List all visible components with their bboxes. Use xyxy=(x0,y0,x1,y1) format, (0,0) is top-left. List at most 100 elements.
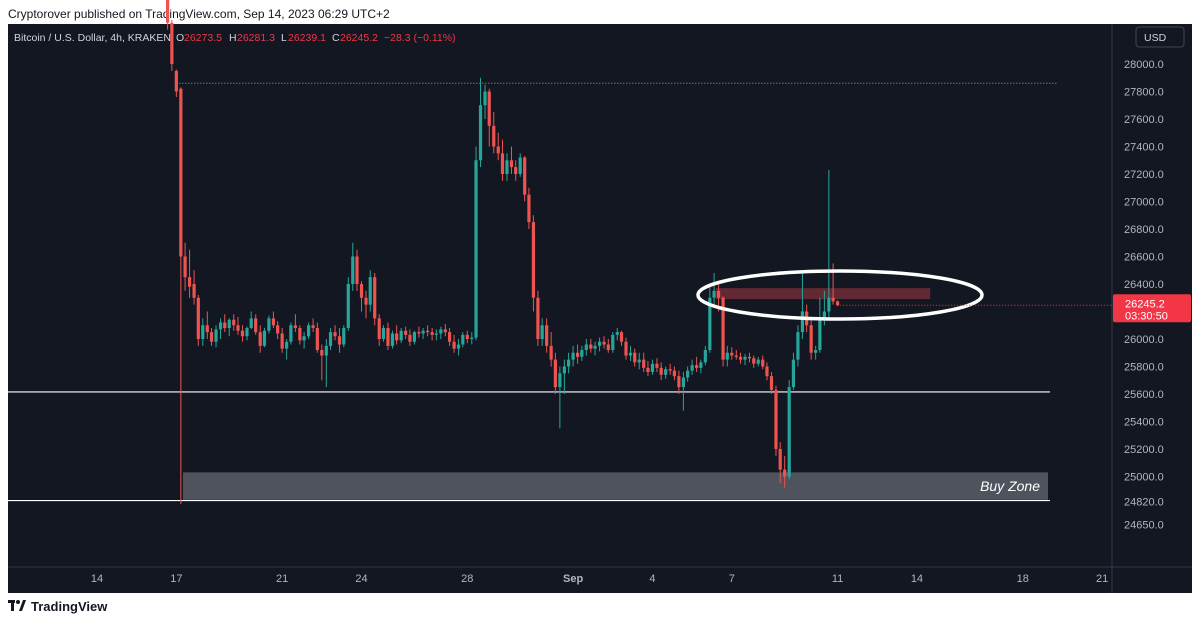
candle-body xyxy=(227,319,231,328)
candle-body xyxy=(214,329,218,342)
candle-body xyxy=(597,341,602,346)
chart-background xyxy=(8,24,1192,593)
candle-body xyxy=(417,332,421,334)
candle-body xyxy=(646,367,650,372)
y-tick-label: 25600.0 xyxy=(1124,389,1164,401)
candle-body xyxy=(818,318,822,350)
candle-body xyxy=(580,350,584,357)
candle-body xyxy=(179,88,183,257)
candle-body xyxy=(311,325,315,328)
candle-body xyxy=(747,356,752,359)
buy-zone xyxy=(182,472,1048,500)
y-tick-label: 27000.0 xyxy=(1124,197,1164,209)
x-tick-label: 11 xyxy=(832,573,843,585)
candle-body xyxy=(518,157,522,174)
candle-body xyxy=(752,358,756,364)
candle-body xyxy=(761,359,765,367)
candle-body xyxy=(447,332,452,342)
x-tick-label: 14 xyxy=(91,573,103,585)
y-tick-label: 25800.0 xyxy=(1124,362,1164,374)
y-tick-label: 26000.0 xyxy=(1124,334,1164,346)
candle-body xyxy=(236,325,240,331)
candle-body xyxy=(209,332,214,342)
candle-body xyxy=(395,333,399,341)
candle-body xyxy=(240,330,245,337)
candle-body xyxy=(514,167,518,174)
candle-body xyxy=(668,369,672,371)
symbol-name: Bitcoin / U.S. Dollar, 4h, KRAKEN xyxy=(14,32,171,44)
candle-body xyxy=(765,366,769,377)
candle-body xyxy=(342,328,346,345)
y-tick-label: 25000.0 xyxy=(1124,472,1164,484)
candle-body xyxy=(615,332,619,335)
candle-body xyxy=(298,328,302,341)
candle-body xyxy=(611,334,615,350)
currency-label: USD xyxy=(1144,32,1167,44)
candle-body xyxy=(408,334,412,342)
candle-body xyxy=(267,318,271,331)
candle-body xyxy=(276,325,280,334)
candle-body xyxy=(809,325,813,353)
x-tick-label: 28 xyxy=(461,573,473,585)
y-tick-label: 27800.0 xyxy=(1124,87,1164,99)
candle-body xyxy=(536,297,540,339)
candle-body xyxy=(192,284,196,298)
buy-zone-label: Buy Zone xyxy=(980,478,1040,494)
x-tick-label: Sep xyxy=(563,573,583,585)
candle-body xyxy=(716,290,721,298)
currency-button[interactable]: USD xyxy=(1135,26,1185,48)
candle-body xyxy=(703,350,707,363)
candle-body xyxy=(187,277,192,287)
candle-body xyxy=(452,341,456,349)
candle-body xyxy=(465,334,469,339)
candle-body xyxy=(170,22,174,64)
candle-body xyxy=(624,341,628,356)
close-label: C xyxy=(332,32,340,44)
ohlc-readout: O 26273.5 H 26281.3 L 26239.1 C 26245.2 … xyxy=(176,32,456,44)
candle-body xyxy=(399,330,403,341)
x-tick-label: 21 xyxy=(276,573,288,585)
candle-body xyxy=(359,284,364,298)
candle-body xyxy=(659,367,663,375)
candle-body xyxy=(218,322,223,330)
x-tick-label: 18 xyxy=(1017,573,1029,585)
x-tick-label: 4 xyxy=(649,573,655,585)
candle-body xyxy=(430,332,434,335)
candle-body xyxy=(328,332,333,346)
ellipse-annotation xyxy=(696,269,984,321)
candle-body xyxy=(549,345,553,360)
candle-body xyxy=(606,344,610,350)
brand-name: TradingView xyxy=(31,598,108,614)
candle-body xyxy=(540,325,544,339)
y-tick-label: 24820.0 xyxy=(1124,496,1164,508)
candle-body xyxy=(677,376,681,388)
footer-brand[interactable]: TradingView xyxy=(8,597,107,615)
candle-body xyxy=(346,284,350,328)
candle-body xyxy=(589,344,593,349)
candle-body xyxy=(196,297,200,339)
candle-body xyxy=(262,330,267,346)
candle-body xyxy=(791,359,796,388)
candle-body xyxy=(439,329,443,334)
candle-body xyxy=(756,359,760,364)
candle-body xyxy=(166,0,170,23)
candle-body xyxy=(315,328,319,350)
candle-body xyxy=(690,365,694,371)
candle-body xyxy=(412,332,416,342)
tradingview-logo-icon xyxy=(8,600,26,612)
candle-body xyxy=(461,334,465,345)
candle-body xyxy=(725,352,729,360)
candle-body xyxy=(496,146,500,154)
candle-body xyxy=(289,325,293,342)
candle-body xyxy=(355,256,359,284)
candle-body xyxy=(183,256,187,278)
candle-body xyxy=(743,356,747,360)
candle-body xyxy=(567,359,571,367)
candle-body xyxy=(324,345,328,356)
candle-body xyxy=(523,157,527,195)
candle-body xyxy=(373,277,377,319)
candle-body xyxy=(223,322,227,328)
candle-body xyxy=(642,359,646,368)
candle-body xyxy=(734,355,738,357)
